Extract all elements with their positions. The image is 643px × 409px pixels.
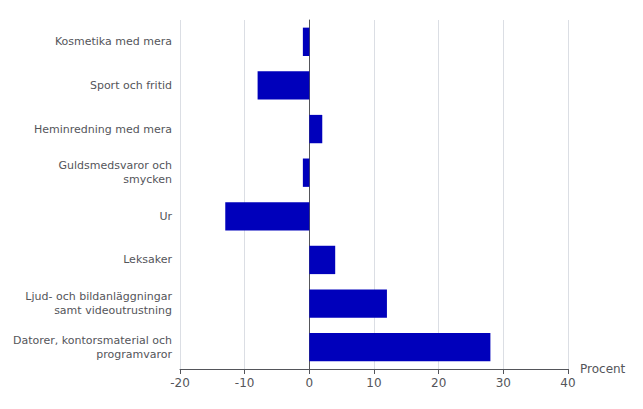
svg-text:programvaror: programvaror [96,348,172,361]
svg-text:Guldsmedsvaror och: Guldsmedsvaror och [59,159,173,172]
svg-text:40: 40 [560,376,575,390]
svg-text:20: 20 [431,376,446,390]
svg-text:Datorer, kontorsmaterial och: Datorer, kontorsmaterial och [13,334,172,347]
svg-text:30: 30 [496,376,511,390]
svg-text:Ur: Ur [159,210,172,223]
svg-text:-20: -20 [170,376,190,390]
svg-text:samt videoutrustning: samt videoutrustning [54,304,172,317]
svg-text:Kosmetika med mera: Kosmetika med mera [55,35,172,48]
svg-text:Procent: Procent [580,362,626,376]
svg-text:Sport och fritid: Sport och fritid [90,79,172,92]
svg-text:Ljud- och bildanläggningar: Ljud- och bildanläggningar [25,290,172,303]
svg-text:Leksaker: Leksaker [123,253,172,266]
svg-text:10: 10 [366,376,381,390]
svg-text:0: 0 [306,376,314,390]
svg-text:-10: -10 [235,376,255,390]
svg-text:Heminredning med mera: Heminredning med mera [34,123,172,136]
svg-text:smycken: smycken [123,173,172,186]
